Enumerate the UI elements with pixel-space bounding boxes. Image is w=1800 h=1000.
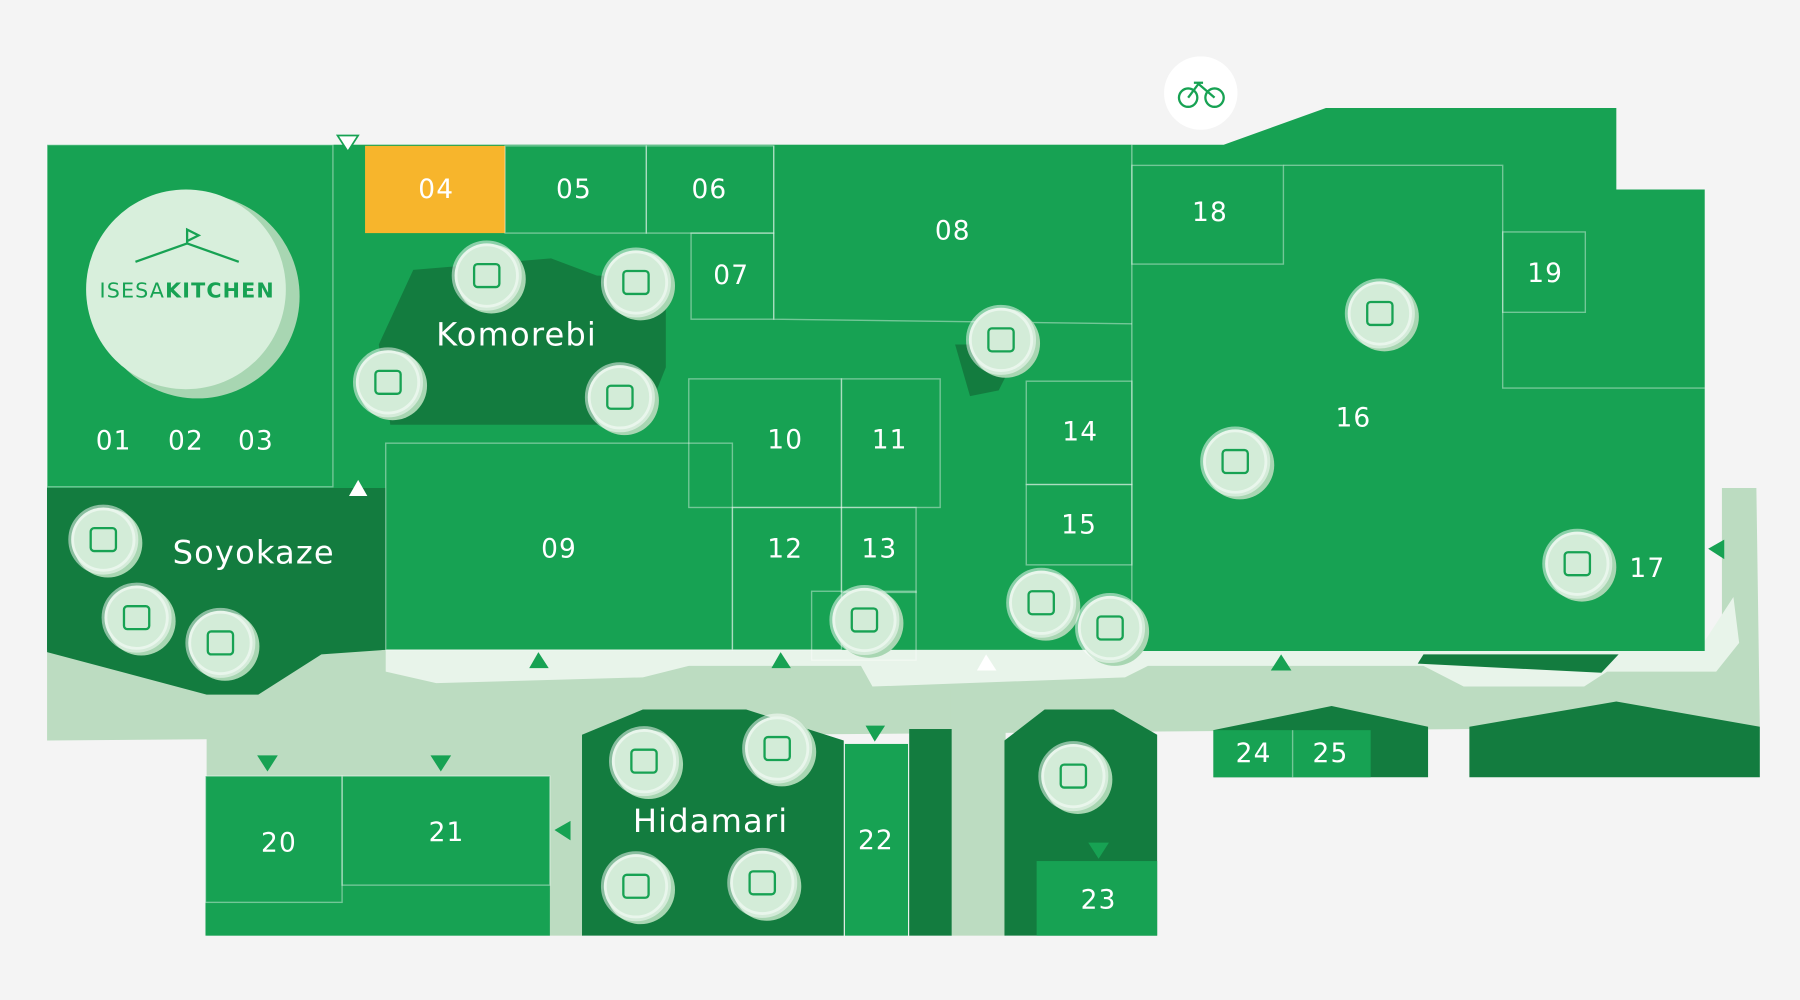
icon-circle [101, 582, 172, 653]
icon-circle [68, 504, 139, 575]
unit-label[interactable]: 10 [767, 424, 803, 455]
icon-circle [1006, 567, 1077, 638]
unit-label[interactable]: 23 [1081, 885, 1117, 916]
icon-circle [829, 584, 900, 655]
amenity-icon[interactable] [1075, 592, 1150, 666]
icon-glyph [763, 735, 791, 762]
amenity-icon[interactable] [727, 847, 802, 921]
unit-label[interactable]: 17 [1629, 553, 1665, 584]
logo-text: ISESAKITCHEN [99, 279, 274, 303]
icon-glyph [122, 605, 151, 631]
icon-circle [966, 304, 1037, 375]
unit-label[interactable]: 04 [418, 174, 454, 205]
area-label: Hidamari [633, 802, 788, 840]
unit-label[interactable]: 13 [861, 533, 897, 564]
icon-circle [451, 240, 522, 311]
amenity-icon[interactable] [68, 504, 143, 578]
unit-label[interactable]: 21 [429, 817, 465, 848]
amenity-icon[interactable] [1006, 567, 1081, 641]
icon-circle [600, 247, 671, 318]
logo: ISESAKITCHEN [86, 189, 300, 399]
amenity-icon[interactable] [185, 607, 260, 681]
amenity-icon[interactable] [584, 362, 659, 436]
icon-glyph [206, 630, 235, 656]
icon-glyph [622, 269, 650, 296]
icon-glyph [1221, 448, 1249, 475]
amenity-icon[interactable] [451, 240, 526, 314]
icon-circle [185, 607, 256, 678]
entrance-arrows [257, 134, 1725, 859]
amenity-icon[interactable] [352, 347, 428, 421]
amenity-icon[interactable] [966, 304, 1041, 378]
unit-label[interactable]: 07 [713, 260, 749, 291]
amenity-icon[interactable] [742, 713, 817, 787]
unit-label[interactable]: 24 [1236, 738, 1272, 769]
icon-glyph [1563, 551, 1592, 577]
icon-glyph [850, 607, 879, 633]
unit-label[interactable]: 16 [1335, 403, 1371, 434]
unit-label[interactable]: 08 [935, 215, 971, 246]
icon-circle [608, 726, 680, 797]
unit-outlines [46, 144, 1705, 904]
icon-glyph [1366, 300, 1394, 327]
unit-label[interactable]: 11 [872, 424, 908, 455]
unit-label[interactable]: 09 [541, 533, 577, 564]
amenity-icon[interactable] [1200, 426, 1275, 500]
unit-label[interactable]: 20 [261, 827, 297, 858]
logo-prefix: ISESA [99, 279, 165, 303]
icon-glyph [1027, 590, 1055, 616]
unit-label[interactable]: 02 [168, 426, 204, 457]
icon-glyph [630, 748, 658, 774]
amenity-icons [68, 240, 1617, 925]
unit-label[interactable]: 18 [1192, 197, 1228, 228]
unit-label[interactable]: 03 [238, 426, 274, 457]
icon-circle [584, 362, 655, 433]
icon-circle [742, 713, 813, 784]
amenity-icon[interactable] [1038, 741, 1113, 814]
icon-glyph [472, 262, 501, 289]
amenity-icon[interactable] [1344, 278, 1419, 352]
icon-circle [1344, 278, 1415, 349]
amenity-icon[interactable] [600, 851, 675, 925]
unit-label[interactable]: 06 [691, 174, 727, 205]
icon-glyph [622, 873, 650, 899]
amenity-icon[interactable] [608, 726, 684, 800]
icon-glyph [1096, 615, 1124, 641]
amenity-icon[interactable] [829, 584, 904, 658]
unit-label[interactable]: 22 [858, 825, 894, 856]
unit-label[interactable]: 05 [556, 174, 592, 205]
amenity-icon[interactable] [1542, 528, 1617, 602]
amenity-icon[interactable] [101, 582, 176, 656]
icon-circle [1542, 528, 1613, 599]
icon-glyph [1059, 763, 1088, 789]
icon-glyph [374, 369, 402, 395]
icon-circle [727, 847, 798, 918]
unit-label[interactable]: 25 [1313, 738, 1349, 769]
bicycle-icon [1164, 56, 1238, 130]
icon-glyph [987, 327, 1015, 353]
unit-label[interactable]: 12 [767, 533, 803, 564]
icon-circle [1038, 741, 1109, 812]
icon-circle [600, 851, 671, 922]
unit-label[interactable]: 01 [96, 426, 132, 457]
icon-circle [352, 347, 424, 418]
area-label: Komorebi [436, 315, 597, 353]
icon-glyph [606, 384, 634, 410]
icon-glyph [748, 870, 777, 896]
area-label: Soyokaze [173, 534, 335, 572]
unit-label[interactable]: 14 [1062, 416, 1098, 447]
unit-label[interactable]: 15 [1061, 509, 1097, 540]
labels: 01 02 03 04 05 06 07 08 09 10 11 12 13 14 15 16 17 18 19 20… [96, 174, 1665, 916]
buildings [47, 107, 1760, 936]
icon-circle [1075, 592, 1146, 664]
unit-label[interactable]: 19 [1527, 258, 1563, 289]
icon-circle [1200, 426, 1271, 497]
logo-suffix: KITCHEN [165, 279, 275, 303]
amenity-icon[interactable] [600, 247, 675, 321]
icon-glyph [89, 526, 118, 553]
